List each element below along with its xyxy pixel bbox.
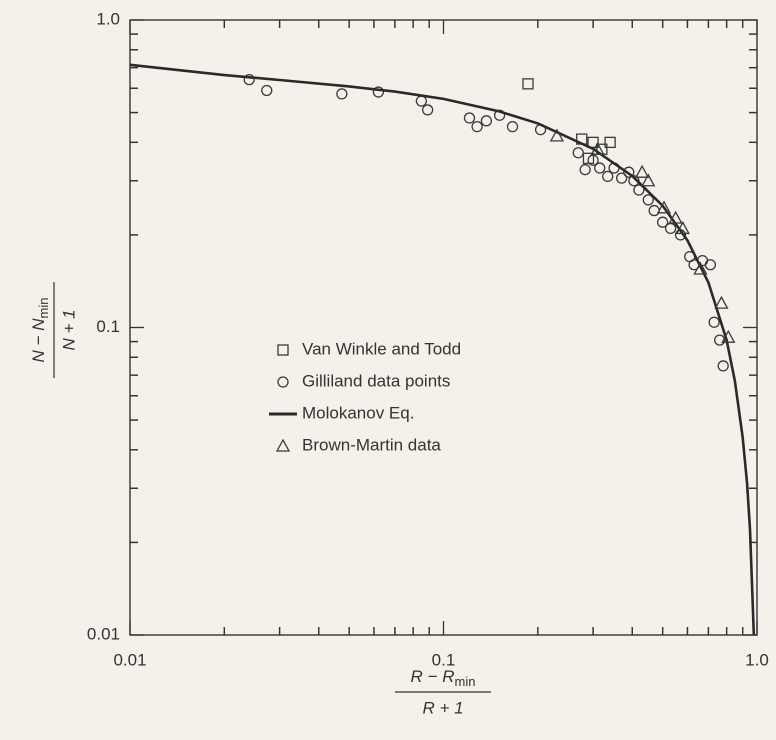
data-point: [573, 148, 583, 158]
data-point: [718, 361, 728, 371]
legend-marker: [278, 345, 288, 355]
data-point: [705, 260, 715, 270]
x-axis-label: R − Rmin R + 1: [395, 667, 491, 717]
plot-frame: [130, 20, 757, 635]
x-tick-label: 1.0: [745, 650, 769, 669]
data-point: [636, 166, 648, 177]
y-label-num-main: N − N: [29, 318, 48, 363]
y-tick-label: 1.0: [96, 9, 120, 28]
x-tick-label: 0.01: [113, 650, 146, 669]
legend-label: Molokanov Eq.: [302, 403, 414, 422]
x-tick-label: 0.1: [432, 650, 456, 669]
data-point: [709, 317, 719, 327]
y-axis-label: N − Nmin N + 1: [29, 282, 78, 378]
y-tick-label: 0.01: [87, 624, 120, 643]
x-label-num-sub: min: [454, 674, 475, 689]
data-point: [337, 89, 347, 99]
y-label-denominator: N + 1: [59, 309, 78, 350]
data-point: [423, 105, 433, 115]
data-point: [508, 122, 518, 132]
data-point: [595, 163, 605, 173]
chart: R − Rmin R + 1 N − Nmin N + 1 0.010.11.0…: [0, 0, 776, 740]
data-point: [649, 206, 659, 216]
legend-marker: [277, 440, 289, 451]
data-point: [472, 122, 482, 132]
x-label-num-main: R − R: [411, 667, 455, 686]
x-label-denominator: R + 1: [422, 698, 463, 717]
legend-label: Brown-Martin data: [302, 435, 441, 454]
data-point: [481, 116, 491, 126]
y-label-num-sub: min: [36, 298, 51, 319]
data-point: [416, 96, 426, 106]
data-point: [580, 165, 590, 175]
y-label-numerator: N − Nmin: [29, 298, 51, 363]
legend-marker: [278, 377, 288, 387]
y-tick-label: 0.1: [96, 317, 120, 336]
data-point: [523, 79, 533, 89]
data-point: [666, 223, 676, 233]
legend-label: Gilliland data points: [302, 371, 450, 390]
data-point: [262, 85, 272, 95]
x-label-numerator: R − Rmin: [411, 667, 476, 689]
legend-label: Van Winkle and Todd: [302, 339, 461, 358]
data-point: [464, 113, 474, 123]
